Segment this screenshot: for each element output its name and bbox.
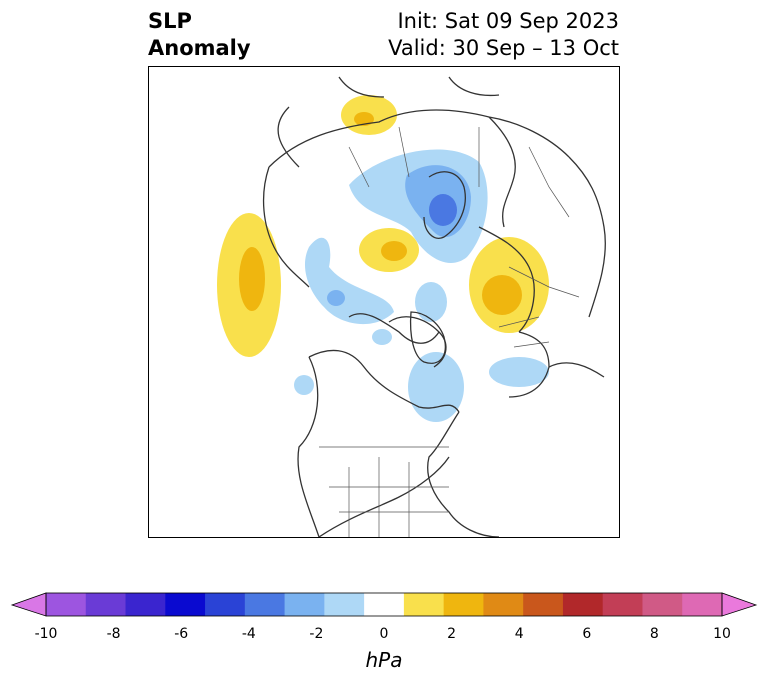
colorbar-tick-label: 0: [379, 626, 389, 642]
colorbar-tick-label: 2: [447, 626, 457, 642]
anomaly-small-neg-2: [408, 352, 464, 422]
colorbar-extend-max: [721, 592, 758, 617]
colorbar-segment: [523, 593, 564, 616]
colorbar-segments: [46, 593, 723, 616]
colorbar-tick-label: -4: [241, 626, 256, 642]
borders: [319, 126, 580, 537]
colorbar-segment: [682, 593, 723, 616]
valid-range: Valid: 30 Sep – 13 Oct: [388, 36, 619, 60]
colorbar-tick-label: -10: [34, 626, 58, 642]
title-variable-line1: SLP: [148, 9, 192, 33]
anomaly-siberia-inner: [354, 112, 374, 126]
anomaly-small-neg-3: [489, 357, 549, 387]
colorbar-tick-label: 4: [514, 626, 524, 642]
anomaly-east-inner: [482, 275, 522, 315]
colorbar-units: hPa: [365, 648, 403, 672]
colorbar-segment: [85, 593, 127, 616]
anomaly-scandinavia-core: [429, 194, 457, 226]
anomaly-arctic-inner: [381, 241, 407, 261]
colorbar-segment: [284, 593, 325, 616]
anomaly-small-neg-1: [415, 282, 447, 322]
anomaly-small-neg-5: [372, 329, 392, 345]
colorbar-segment: [642, 593, 683, 616]
colorbar-outline: [45, 592, 723, 617]
map-panel: [148, 66, 620, 538]
colorbar-tick-label: -6: [174, 626, 189, 642]
colorbar-tick-label: -2: [309, 626, 324, 642]
colorbar-segment: [244, 593, 286, 616]
map-title: SLP Anomaly: [148, 8, 251, 62]
anomaly-alaska: [304, 237, 394, 325]
colorbar-tick-label: -8: [106, 626, 121, 642]
anomaly-ne-pacific-inner: [239, 247, 265, 311]
coastlines: [262, 76, 606, 537]
colorbar-segment: [46, 593, 87, 616]
anomaly-fills: [217, 95, 549, 422]
colorbar-tick-label: 6: [582, 626, 592, 642]
colorbar-tick-label: 8: [649, 626, 659, 642]
colorbar-segment: [483, 593, 524, 616]
colorbar-segment: [443, 593, 484, 616]
anomaly-small-neg-4: [294, 375, 314, 395]
colorbar-segment: [205, 593, 246, 616]
colorbar: [10, 592, 758, 617]
colorbar-segment: [364, 593, 405, 616]
colorbar-segment: [165, 593, 206, 616]
colorbar-segment: [125, 593, 166, 616]
colorbar-segment: [324, 593, 365, 616]
title-variable-line2: Anomaly: [148, 36, 251, 60]
colorbar-extend-min: [10, 592, 47, 617]
anomaly-alaska-core: [327, 290, 345, 306]
map-dates: Init: Sat 09 Sep 2023 Valid: 30 Sep – 13…: [388, 8, 619, 62]
colorbar-segment: [403, 593, 445, 616]
colorbar-segment: [602, 593, 643, 616]
init-date: Init: Sat 09 Sep 2023: [397, 9, 619, 33]
anomaly-map: [217, 76, 606, 537]
colorbar-tick-label: 10: [713, 626, 731, 642]
colorbar-segment: [562, 593, 604, 616]
